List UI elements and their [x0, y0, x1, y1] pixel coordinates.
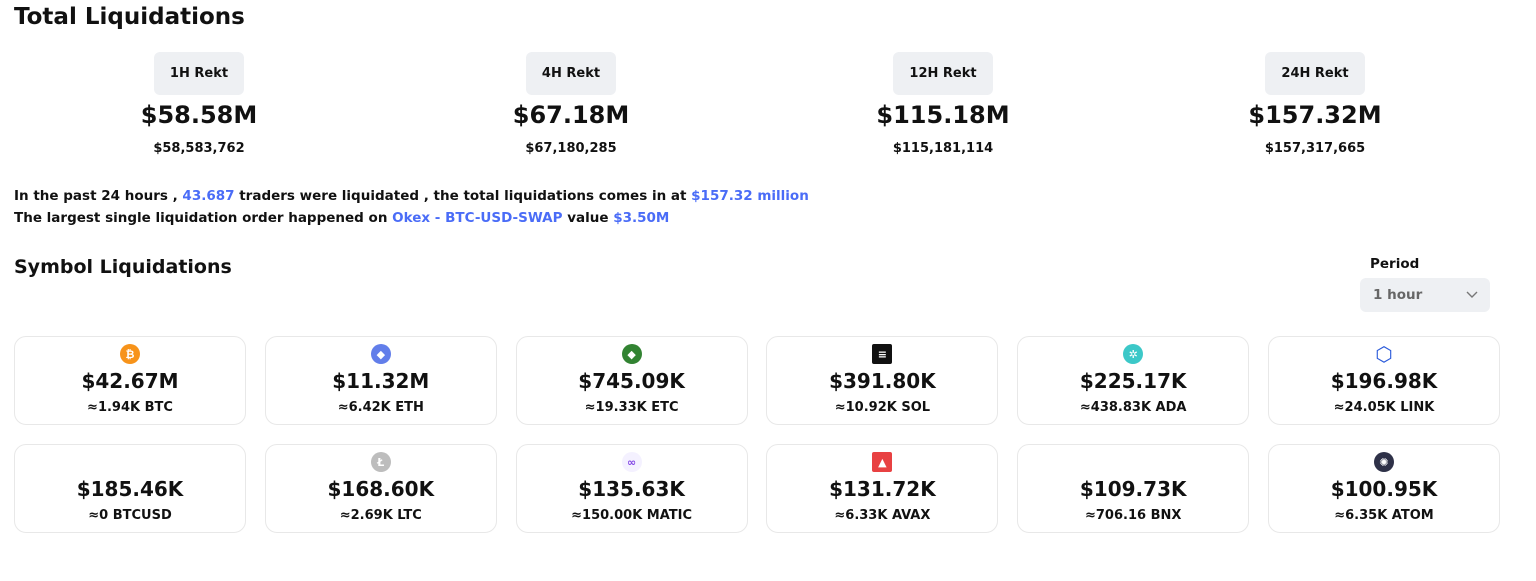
rekt-summary: 1H Rekt $58.58M $58,583,762 4H Rekt $67.…	[13, 52, 1501, 156]
traders-count: 43.687	[182, 188, 235, 204]
symbol-usd-value: $100.95K	[1330, 477, 1438, 501]
symbol-card[interactable]: ▲ $131.72K ≈6.33K AVAX	[766, 444, 999, 533]
rekt-short: $58.58M	[140, 101, 258, 129]
symbol-card[interactable]: ⬡ $196.98K ≈24.05K LINK	[1267, 336, 1500, 425]
ethereum-classic-icon: ◆	[621, 344, 642, 364]
blank-icon	[120, 452, 140, 472]
chainlink-icon: ⬡	[1375, 342, 1393, 366]
total-liquidations: $157.32 million	[691, 188, 809, 204]
text: traders were liquidated , the total liqu…	[234, 188, 692, 204]
symbol-amount: ≈6.33K AVAX	[834, 508, 931, 523]
rekt-label: 4H Rekt	[525, 52, 617, 95]
symbol-amount: ≈150.00K MATIC	[571, 508, 693, 523]
symbol-card[interactable]: ∞ $135.63K ≈150.00K MATIC	[515, 444, 748, 533]
summary-line-2: The largest single liquidation order hap…	[14, 207, 809, 229]
symbol-usd-value: $109.73K	[1079, 477, 1187, 501]
symbol-card[interactable]: ≡ $391.80K ≈10.92K SOL	[766, 336, 999, 425]
rekt-full: $157,317,665	[1264, 141, 1366, 156]
symbol-card[interactable]: ✺ $100.95K ≈6.35K ATOM	[1267, 444, 1500, 533]
rekt-4h: 4H Rekt $67.18M $67,180,285	[385, 52, 757, 156]
liquidation-summary: In the past 24 hours , 43.687 traders we…	[14, 185, 809, 229]
text: The largest single liquidation order hap…	[14, 210, 393, 226]
largest-order-link[interactable]: Okex - BTC-USD-SWAP	[392, 210, 563, 226]
symbol-usd-value: $135.63K	[578, 477, 685, 501]
symbol-amount: ≈6.42K ETH	[337, 400, 424, 415]
chevron-down-icon	[1466, 291, 1478, 298]
symbol-card[interactable]: ₿ $42.67M ≈1.94K BTC	[14, 336, 246, 425]
rekt-24h: 24H Rekt $157.32M $157,317,665	[1129, 52, 1501, 156]
symbol-usd-value: $131.72K	[829, 477, 936, 501]
symbol-usd-value: $391.80K	[829, 369, 936, 393]
section-title: Symbol Liquidations	[14, 256, 232, 278]
symbol-amount: ≈438.83K ADA	[1079, 400, 1187, 415]
symbol-usd-value: $196.98K	[1330, 369, 1438, 393]
symbol-usd-value: $11.32M	[332, 369, 430, 393]
period-label: Period	[1370, 256, 1420, 272]
symbol-card[interactable]: ◆ $745.09K ≈19.33K ETC	[515, 336, 748, 425]
rekt-full: $67,180,285	[525, 141, 617, 156]
ethereum-icon: ◆	[370, 344, 391, 364]
symbol-card[interactable]: ✲ $225.17K ≈438.83K ADA	[1017, 336, 1250, 425]
rekt-label: 24H Rekt	[1265, 52, 1365, 95]
rekt-1h: 1H Rekt $58.58M $58,583,762	[13, 52, 385, 156]
period-value: 1 hour	[1373, 287, 1423, 303]
polygon-icon: ∞	[621, 452, 642, 472]
cardano-icon: ✲	[1123, 344, 1144, 364]
cosmos-icon: ✺	[1373, 452, 1394, 472]
largest-order-value: $3.50M	[613, 210, 670, 226]
rekt-short: $115.18M	[876, 101, 1010, 129]
rekt-full: $58,583,762	[153, 141, 245, 156]
summary-line-1: In the past 24 hours , 43.687 traders we…	[14, 185, 809, 207]
blank-icon	[1123, 452, 1143, 472]
symbol-amount: ≈706.16 BNX	[1084, 508, 1182, 523]
solana-icon: ≡	[872, 344, 893, 364]
rekt-12h: 12H Rekt $115.18M $115,181,114	[757, 52, 1129, 156]
avalanche-icon: ▲	[872, 452, 893, 472]
symbol-usd-value: $185.46K	[76, 477, 184, 501]
period-select[interactable]: 1 hour	[1360, 278, 1490, 312]
symbol-card[interactable]: ◆ $11.32M ≈6.42K ETH	[264, 336, 497, 425]
symbol-amount: ≈6.35K ATOM	[1334, 508, 1434, 523]
rekt-label: 12H Rekt	[893, 52, 993, 95]
symbol-amount: ≈0 BTCUSD	[88, 508, 172, 523]
litecoin-icon: Ł	[370, 452, 391, 472]
symbol-amount: ≈1.94K BTC	[87, 400, 173, 415]
bitcoin-icon: ₿	[120, 344, 140, 364]
rekt-short: $67.18M	[512, 101, 630, 129]
rekt-short: $157.32M	[1248, 101, 1382, 129]
rekt-label: 1H Rekt	[153, 52, 245, 95]
symbol-usd-value: $225.17K	[1079, 369, 1187, 393]
symbol-usd-value: $42.67M	[81, 369, 179, 393]
symbol-card[interactable]: $185.46K ≈0 BTCUSD	[14, 444, 246, 533]
symbol-amount: ≈2.69K LTC	[339, 508, 422, 523]
symbol-amount: ≈19.33K ETC	[584, 400, 679, 415]
text: In the past 24 hours ,	[14, 188, 183, 204]
page-title: Total Liquidations	[14, 4, 245, 30]
symbol-card[interactable]: $109.73K ≈706.16 BNX	[1017, 444, 1250, 533]
symbol-amount: ≈24.05K LINK	[1333, 400, 1435, 415]
symbol-card[interactable]: Ł $168.60K ≈2.69K LTC	[264, 444, 497, 533]
symbol-usd-value: $168.60K	[327, 477, 435, 501]
symbol-usd-value: $745.09K	[578, 369, 685, 393]
symbol-amount: ≈10.92K SOL	[834, 400, 931, 415]
rekt-full: $115,181,114	[892, 141, 994, 156]
symbol-grid: ₿ $42.67M ≈1.94K BTC ◆ $11.32M ≈6.42K ETH ◆ $74…	[14, 336, 1500, 533]
text: value	[562, 210, 614, 226]
